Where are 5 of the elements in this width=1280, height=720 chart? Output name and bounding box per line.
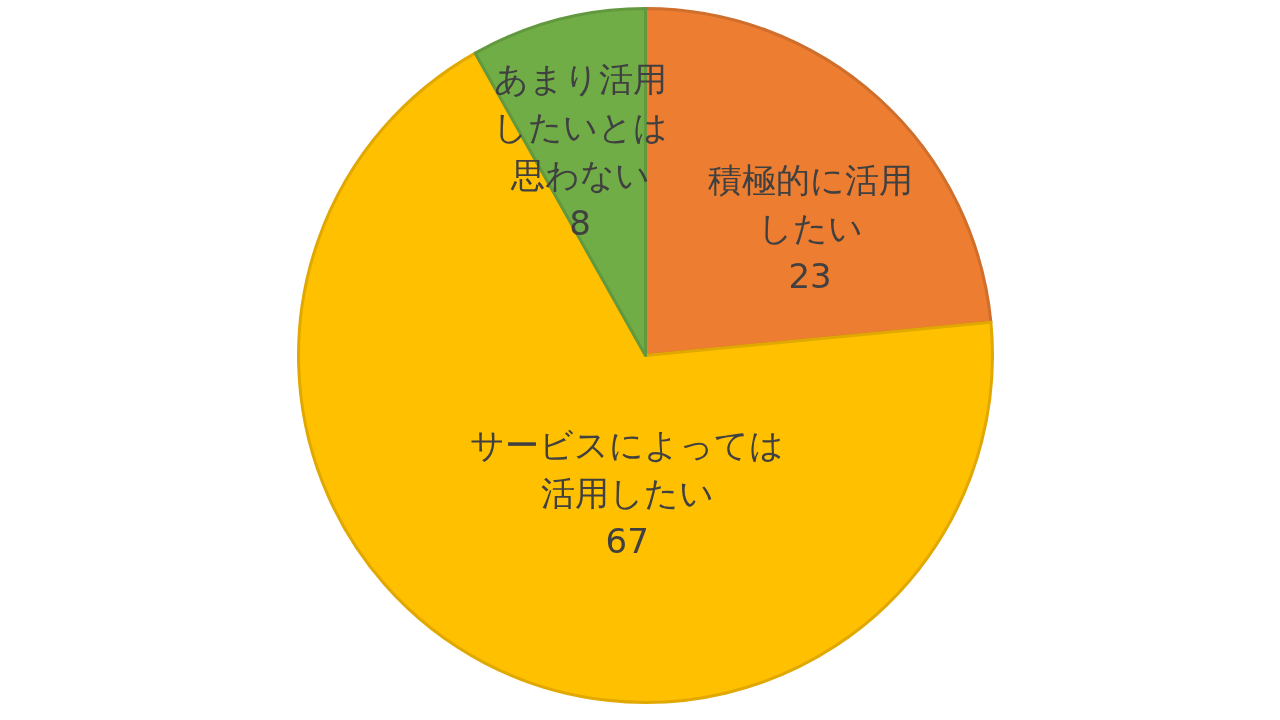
data-label: 67 <box>605 521 649 562</box>
slice-label: 積極的に活用したい <box>707 160 913 249</box>
data-label: 8 <box>569 202 591 243</box>
slice-label: サービスによっては活用したい <box>470 425 785 514</box>
data-label: 23 <box>788 256 832 297</box>
